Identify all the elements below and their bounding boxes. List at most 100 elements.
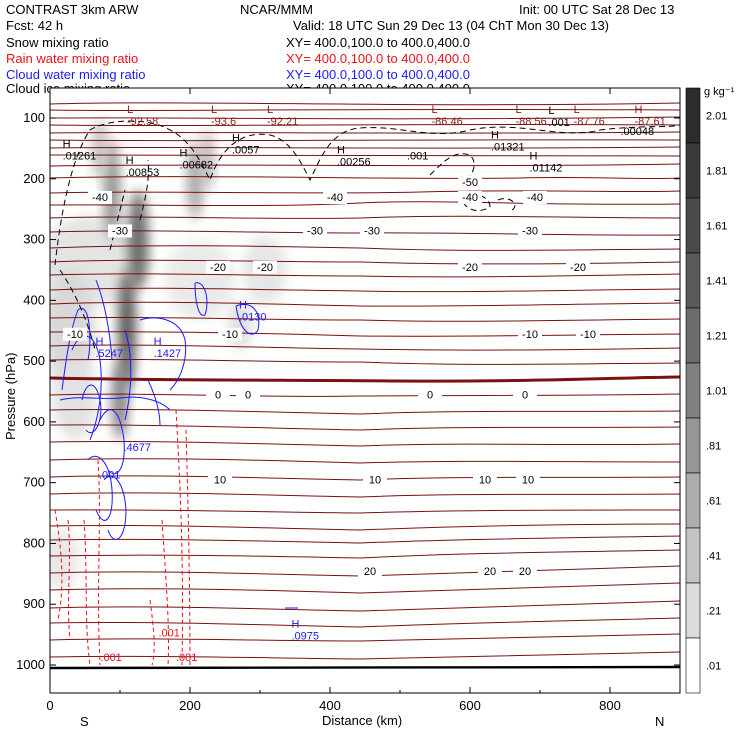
- extremum-marker: H: [292, 619, 300, 631]
- extremum-value: .001: [548, 117, 569, 129]
- x-tick-label: 0: [46, 698, 53, 713]
- contour-label-bg: [206, 388, 230, 402]
- field-name-rain: Rain water mixing ratio: [6, 51, 138, 66]
- y-tick-label: 800: [23, 535, 45, 550]
- model-title: CONTRAST 3km ARW: [6, 2, 139, 17]
- colorbar-label: 1.81: [706, 166, 727, 178]
- y-tick-label: 900: [23, 596, 45, 611]
- temperature-contour-label: -10: [222, 329, 238, 341]
- temperature-contour-label: -20: [257, 262, 273, 274]
- x-axis: 0 200 400 600 800: [46, 88, 621, 713]
- extremum-value: .1427: [154, 348, 182, 360]
- org-title: NCAR/MMM: [240, 2, 313, 17]
- contour-label-bg: [88, 191, 112, 205]
- contour-label-bg: [473, 473, 497, 487]
- contour-label-bg: [360, 224, 384, 238]
- y-axis-label: Pressure (hPa): [3, 353, 18, 440]
- extremum-marker: H: [96, 336, 104, 348]
- contour-label-bg: [206, 260, 230, 274]
- colorbar-label: .21: [706, 606, 721, 618]
- contour-label-bg: [63, 327, 87, 341]
- temperature-contour-label: 0: [427, 390, 433, 402]
- field-name-snow: Snow mixing ratio: [6, 35, 109, 50]
- y-tick-label: 200: [23, 171, 45, 186]
- y-tick-label: 600: [23, 414, 45, 429]
- colorbar-label: 1.21: [706, 331, 727, 343]
- field-xy-rain: XY= 400.0,100.0 to 400.0,400.0: [286, 51, 470, 66]
- extremum-marker: L: [211, 104, 217, 116]
- contour-label-bg: [518, 224, 542, 238]
- x-tick-label: 800: [599, 698, 621, 713]
- extremum-value: -92.58: [127, 116, 158, 128]
- extremum-marker: L: [127, 104, 133, 116]
- colorbar-swatch: [685, 87, 701, 144]
- extremum-value: -92.21: [267, 116, 298, 128]
- contour-label-bg: [458, 191, 482, 205]
- plot-frame: [49, 87, 681, 694]
- extremum-marker: H: [491, 129, 499, 141]
- extremum-marker: L: [574, 104, 580, 116]
- temperature-contour-label: -40: [462, 192, 478, 204]
- field-xy-cloud-water: XY= 400.0,100.0 to 400.0,400.0: [286, 67, 470, 82]
- x-axis-label: Distance (km): [322, 713, 402, 728]
- colorbar-swatch: [685, 252, 701, 309]
- temperature-contour-label: 20: [484, 566, 496, 578]
- x-tick-label: 600: [459, 698, 481, 713]
- rain-water-contours: [54, 409, 191, 666]
- y-tick-label: 500: [23, 353, 45, 368]
- contour-label-bg: [218, 327, 242, 341]
- x-end-label-right: N: [655, 714, 664, 729]
- contour-label-bg: [236, 388, 260, 402]
- contour-label-bg: [253, 260, 277, 274]
- colorbar-swatch: [685, 582, 701, 639]
- extremum-marker: H: [63, 139, 71, 151]
- colorbar-swatch: [685, 197, 701, 254]
- extremum-value: .0975: [292, 631, 320, 643]
- colorbar-label: 1.41: [706, 276, 727, 288]
- y-tick-label: 100: [23, 110, 45, 125]
- extremum-value: .01142: [530, 163, 563, 175]
- extremum-marker: H: [530, 151, 538, 163]
- extremum-marker: L: [267, 104, 273, 116]
- temperature-contour-label: -10: [67, 329, 83, 341]
- extremum-marker: L: [548, 105, 554, 117]
- contour-label-bg: [566, 260, 590, 274]
- temperature-contour-label: 20: [364, 566, 376, 578]
- extremum-value: .001: [100, 652, 121, 664]
- temperature-contour-label: 10: [479, 475, 491, 487]
- temperature-contour-label: 10: [214, 475, 226, 487]
- contour-label-bg: [208, 473, 232, 487]
- colorbar-swatch: [685, 527, 701, 584]
- extremum-value: .00256: [337, 157, 371, 169]
- contour-label-bg: [458, 260, 482, 274]
- contour-label-bg: [358, 564, 382, 578]
- extremum-value: -87.61: [635, 116, 666, 128]
- field-legend: Snow mixing ratio XY= 400.0,100.0 to 400…: [6, 35, 470, 96]
- extremum-marker: L: [516, 104, 522, 116]
- temperature-contour-label: 10: [522, 475, 534, 487]
- extremum-value: .5247: [96, 348, 124, 360]
- y-tick-label: 400: [23, 292, 45, 307]
- extremum-value: .001: [99, 470, 120, 482]
- contour-label-bg: [363, 473, 387, 487]
- colorbar-swatch: [685, 472, 701, 529]
- temperature-contour-label: -40: [527, 192, 543, 204]
- temperature-contour-label: 0: [215, 390, 221, 402]
- extremum-marker: H: [337, 145, 345, 157]
- colorbar-label: .81: [706, 441, 721, 453]
- temperature-contour-label: -30: [112, 225, 128, 237]
- colorbar-label: 1.61: [706, 221, 727, 233]
- colorbar-swatch: [685, 637, 701, 694]
- temperature-contour-label: -40: [92, 192, 108, 204]
- contour-label-bg: [323, 191, 347, 205]
- colorbar-swatch: [685, 142, 701, 199]
- contour-label-bg: [518, 327, 542, 341]
- contour-label-bg: [303, 224, 327, 238]
- extremum-value: .01321: [491, 141, 525, 153]
- contour-label-bg: [458, 175, 482, 189]
- extremum-value: .0130: [239, 312, 267, 324]
- contour-label-bg: [108, 224, 132, 238]
